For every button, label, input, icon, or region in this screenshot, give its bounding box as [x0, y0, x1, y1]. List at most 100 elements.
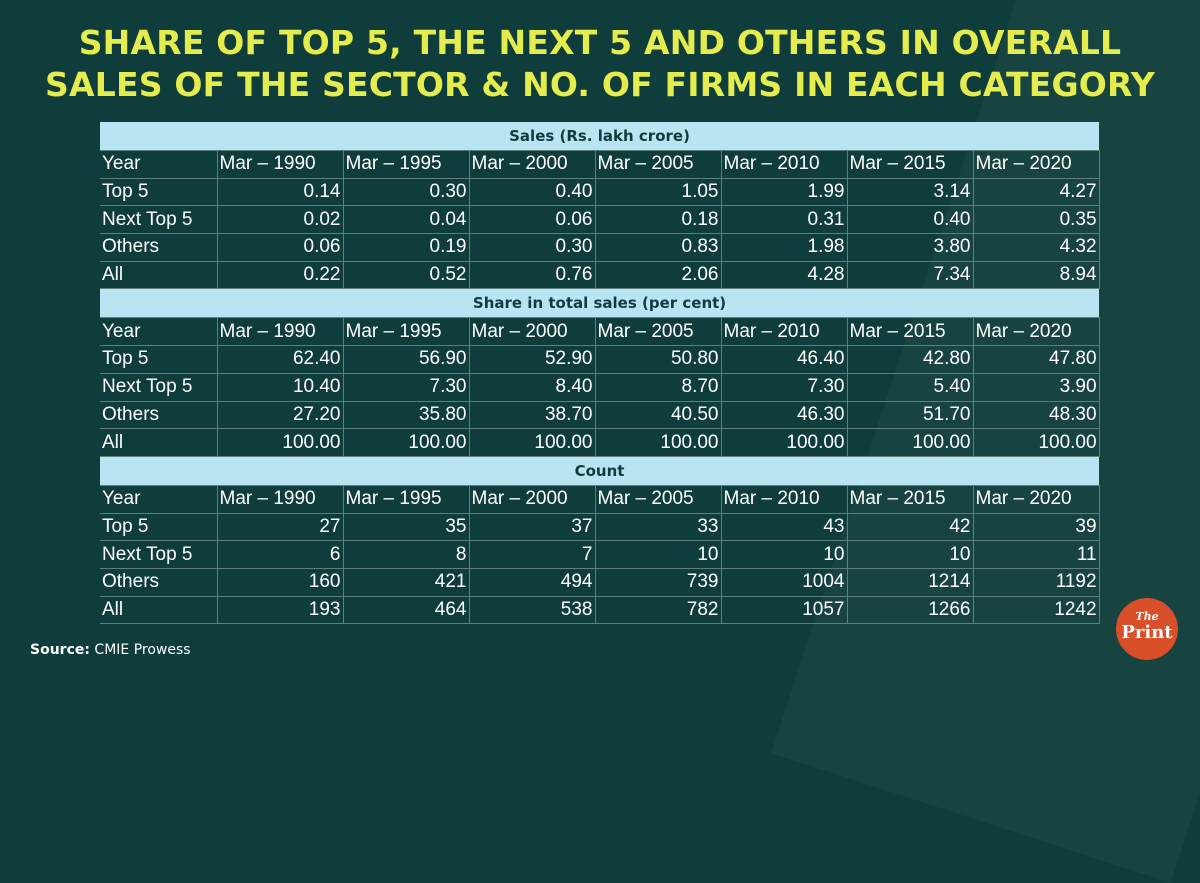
- year-header-cell: Mar – 1990: [217, 317, 344, 347]
- value-cell: 11: [973, 540, 1100, 569]
- year-header-cell: Mar – 1990: [217, 485, 344, 514]
- year-header-cell: Mar – 2010: [721, 317, 848, 347]
- row-label: Next Top 5: [100, 373, 218, 402]
- value-cell: 37: [469, 513, 596, 542]
- row-label: Others: [100, 233, 218, 262]
- source-label: Source:: [30, 642, 90, 658]
- value-cell: 1242: [973, 596, 1100, 625]
- value-cell: 1214: [847, 568, 974, 597]
- value-cell: 10: [595, 540, 722, 569]
- value-cell: 7.34: [847, 261, 974, 290]
- year-header-cell: Mar – 2015: [847, 150, 974, 179]
- value-cell: 46.40: [721, 345, 848, 374]
- year-header-cell: Mar – 2005: [595, 150, 722, 179]
- value-cell: 35: [343, 513, 470, 542]
- value-cell: 27.20: [217, 401, 344, 430]
- value-cell: 35.80: [343, 401, 470, 430]
- value-cell: 0.22: [217, 261, 344, 290]
- logo-line-2: Print: [1121, 622, 1173, 643]
- value-cell: 1266: [847, 596, 974, 625]
- row-label: Others: [100, 568, 218, 597]
- year-label-cell: Year: [100, 317, 218, 347]
- year-header-cell: Mar – 2020: [973, 317, 1100, 347]
- theprint-logo: The Print: [1116, 598, 1178, 660]
- value-cell: 0.14: [217, 178, 344, 207]
- table-row: Top 5 0.14 0.30 0.40 1.05 1.99 3.14 4.27: [100, 178, 1100, 207]
- value-cell: 3.80: [847, 233, 974, 262]
- value-cell: 100.00: [973, 428, 1100, 457]
- value-cell: 0.02: [217, 205, 344, 235]
- value-cell: 3.14: [847, 178, 974, 207]
- value-cell: 38.70: [469, 401, 596, 430]
- value-cell: 782: [595, 596, 722, 625]
- year-header-cell: Mar – 2020: [973, 485, 1100, 514]
- table-row: Others 160 421 494 739 1004 1214 1192: [100, 568, 1100, 597]
- value-cell: 5.40: [847, 373, 974, 402]
- value-cell: 50.80: [595, 345, 722, 374]
- value-cell: 1.98: [721, 233, 848, 262]
- section-heading-row: Count: [100, 456, 1100, 486]
- value-cell: 100.00: [721, 428, 848, 457]
- table-row: Next Top 5 6 8 7 10 10 10 11: [100, 540, 1100, 569]
- value-cell: 100.00: [847, 428, 974, 457]
- value-cell: 193: [217, 596, 344, 625]
- value-cell: 10: [847, 540, 974, 569]
- row-label: Next Top 5: [100, 205, 218, 235]
- value-cell: 6: [217, 540, 344, 569]
- section-heading: Share in total sales (per cent): [100, 288, 1100, 319]
- year-header-cell: Mar – 2015: [847, 317, 974, 347]
- year-header-row: Year Mar – 1990 Mar – 1995 Mar – 2000 Mar – …: [100, 317, 1100, 347]
- value-cell: 1004: [721, 568, 848, 597]
- value-cell: 100.00: [217, 428, 344, 457]
- value-cell: 56.90: [343, 345, 470, 374]
- value-cell: 739: [595, 568, 722, 597]
- value-cell: 39: [973, 513, 1100, 542]
- year-header-cell: Mar – 2005: [595, 485, 722, 514]
- value-cell: 7.30: [343, 373, 470, 402]
- source-text: CMIE Prowess: [94, 642, 191, 658]
- section-heading-row: Sales (Rs. lakh crore): [100, 122, 1100, 151]
- value-cell: 0.35: [973, 205, 1100, 235]
- section-heading-row: Share in total sales (per cent): [100, 288, 1100, 319]
- value-cell: 0.40: [469, 178, 596, 207]
- year-header-row: Year Mar – 1990 Mar – 1995 Mar – 2000 Mar – …: [100, 150, 1100, 179]
- table-row: Top 5 27 35 37 33 43 42 39: [100, 513, 1100, 542]
- row-label: Others: [100, 401, 218, 430]
- row-label: All: [100, 428, 218, 457]
- table-row: All 193 464 538 782 1057 1266 1242: [100, 596, 1100, 625]
- value-cell: 40.50: [595, 401, 722, 430]
- value-cell: 8.40: [469, 373, 596, 402]
- row-label: All: [100, 596, 218, 625]
- value-cell: 100.00: [343, 428, 470, 457]
- value-cell: 3.90: [973, 373, 1100, 402]
- value-cell: 48.30: [973, 401, 1100, 430]
- section-heading: Sales (Rs. lakh crore): [100, 122, 1100, 151]
- value-cell: 10: [721, 540, 848, 569]
- value-cell: 1057: [721, 596, 848, 625]
- value-cell: 0.06: [469, 205, 596, 235]
- year-header-cell: Mar – 1995: [343, 317, 470, 347]
- table-row: All 100.00 100.00 100.00 100.00 100.00 100.00 1…: [100, 428, 1100, 457]
- value-cell: 8: [343, 540, 470, 569]
- value-cell: 0.06: [217, 233, 344, 262]
- year-header-cell: Mar – 2000: [469, 317, 596, 347]
- year-header-cell: Mar – 2010: [721, 150, 848, 179]
- year-header-cell: Mar – 1990: [217, 150, 344, 179]
- value-cell: 10.40: [217, 373, 344, 402]
- year-header-row: Year Mar – 1990 Mar – 1995 Mar – 2000 Mar – …: [100, 485, 1100, 514]
- section-heading: Count: [100, 456, 1100, 486]
- row-label: Top 5: [100, 178, 218, 207]
- value-cell: 0.76: [469, 261, 596, 290]
- value-cell: 0.18: [595, 205, 722, 235]
- value-cell: 0.04: [343, 205, 470, 235]
- year-header-cell: Mar – 2005: [595, 317, 722, 347]
- value-cell: 33: [595, 513, 722, 542]
- value-cell: 46.30: [721, 401, 848, 430]
- logo-line-1: The: [1135, 610, 1159, 623]
- year-header-cell: Mar – 1995: [343, 485, 470, 514]
- value-cell: 100.00: [469, 428, 596, 457]
- value-cell: 464: [343, 596, 470, 625]
- value-cell: 0.31: [721, 205, 848, 235]
- value-cell: 494: [469, 568, 596, 597]
- year-header-cell: Mar – 2000: [469, 150, 596, 179]
